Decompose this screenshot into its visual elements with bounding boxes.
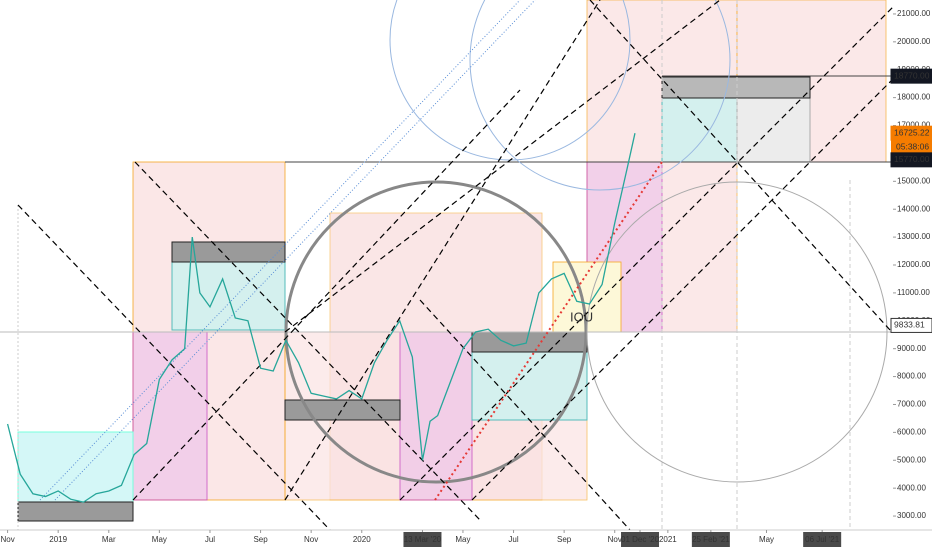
y-tick-label: 18000.00 xyxy=(897,93,931,102)
price-label-box xyxy=(890,317,932,333)
x-tick-label: May xyxy=(455,535,470,544)
y-tick-label: 6000.00 xyxy=(897,427,926,436)
y-tick-label: 15000.00 xyxy=(897,176,931,185)
drawings: IOU xyxy=(0,0,932,531)
y-tick-label: 8000.00 xyxy=(897,372,926,381)
purple-box xyxy=(132,331,208,501)
x-tick-highlight xyxy=(803,532,842,547)
x-tick-label: 2019 xyxy=(49,535,67,544)
price-label-box xyxy=(890,125,932,141)
x-tick-label: 2021 xyxy=(659,535,677,544)
y-tick-label: 11000.00 xyxy=(897,288,930,297)
x-tick-label: Nov xyxy=(304,535,318,544)
countdown: 05:38:06 xyxy=(896,141,929,151)
dark-box xyxy=(284,399,401,421)
x-tick-highlight xyxy=(691,532,730,547)
x-tick-label: May xyxy=(759,535,774,544)
y-tick-label: 20000.00 xyxy=(897,37,931,46)
x-tick-label: Jul xyxy=(205,535,215,544)
dark-box xyxy=(471,331,588,353)
price-label: 18770.00 xyxy=(894,70,930,80)
x-tick-label: 25 Feb '21 xyxy=(692,535,730,544)
price-label-box xyxy=(890,68,932,84)
y-tick-label: 3000.00 xyxy=(897,511,926,520)
x-tick-label: Sep xyxy=(253,535,268,544)
circle xyxy=(469,0,731,191)
price-axis xyxy=(893,0,932,530)
x-tick-highlight xyxy=(621,532,660,547)
x-tick-highlight xyxy=(403,532,442,547)
price-label: 16725.22 xyxy=(894,127,930,137)
y-tick-label: 4000.00 xyxy=(897,483,926,492)
x-tick-label: Sep xyxy=(557,535,572,544)
annotation: IOU xyxy=(570,309,593,324)
price-line xyxy=(6,133,636,503)
x-tick-label: Nov xyxy=(0,535,14,544)
dark-box xyxy=(17,501,134,522)
price-label: 15770.00 xyxy=(894,154,930,164)
x-tick-label: Nov xyxy=(608,535,622,544)
dark-box xyxy=(661,76,811,99)
price-label: 9833.81 xyxy=(894,320,925,330)
price-label-box xyxy=(890,152,932,168)
y-tick-label: 21000.00 xyxy=(897,9,931,18)
dark-box xyxy=(171,241,286,263)
diagonals xyxy=(17,0,932,531)
x-tick-label: 01 Dec '20 xyxy=(621,535,660,544)
y-tick-label: 12000.00 xyxy=(897,260,931,269)
cyan-box xyxy=(471,349,588,421)
y-tick-label: 5000.00 xyxy=(897,455,926,464)
circle xyxy=(586,181,888,483)
y-tick-label: 7000.00 xyxy=(897,400,926,409)
x-tick-label: Mar xyxy=(102,535,116,544)
cyan-box xyxy=(661,97,738,163)
x-tick-label: 06 Jul '21 xyxy=(805,535,840,544)
x-tick-label: 2020 xyxy=(353,535,371,544)
y-tick-label: 9000.00 xyxy=(897,344,926,353)
x-tick-label: 13 Mar '20 xyxy=(404,535,442,544)
cyan-box xyxy=(17,431,134,503)
x-tick-label: May xyxy=(152,535,167,544)
circle xyxy=(284,180,588,484)
y-tick-label: 13000.00 xyxy=(897,232,931,241)
y-tick-label: 14000.00 xyxy=(897,204,931,213)
x-tick-label: Jul xyxy=(508,535,518,544)
countdown-box xyxy=(891,140,932,155)
y-tick-label: 17000.00 xyxy=(897,121,931,130)
